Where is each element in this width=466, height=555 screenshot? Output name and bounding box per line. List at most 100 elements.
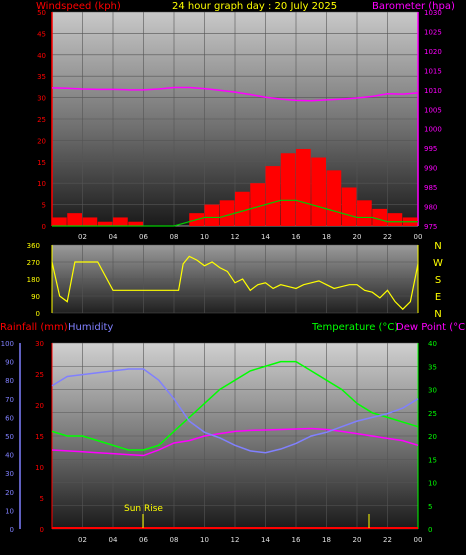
humidity-tick-label: 100 bbox=[1, 340, 14, 348]
direction-tick-label: 270 bbox=[27, 259, 40, 267]
temp-x-tick-label: 22 bbox=[383, 536, 392, 544]
wind-x-tick-label: 00 bbox=[414, 233, 423, 241]
wind-x-tick-label: 14 bbox=[261, 233, 270, 241]
temp-x-tick-label: 20 bbox=[353, 536, 362, 544]
humidity-axis-label: Humidity bbox=[68, 322, 113, 333]
direction-tick-label: 180 bbox=[27, 276, 40, 284]
temperature-line bbox=[51, 360, 419, 451]
wind-tick-label: 35 bbox=[37, 73, 46, 81]
wind-bar bbox=[387, 213, 403, 226]
barometer-tick-label: 990 bbox=[424, 165, 437, 173]
barometer-tick-label: 1020 bbox=[424, 48, 442, 56]
wind-x-tick-label: 22 bbox=[383, 233, 392, 241]
temperature-tick-label: 30 bbox=[428, 387, 437, 395]
wind-tick-label: 40 bbox=[37, 52, 46, 60]
humidity-tick-label: 10 bbox=[5, 507, 14, 515]
wind-tick-label: 30 bbox=[37, 95, 46, 103]
sunrise-annotation: Sun Rise bbox=[124, 504, 163, 514]
temp-x-tick-label: 12 bbox=[231, 536, 240, 544]
rain-tick-label: 15 bbox=[35, 433, 44, 441]
wind-bar bbox=[113, 217, 128, 226]
humidity-tick-label: 70 bbox=[5, 396, 14, 404]
direction-tick-label: 90 bbox=[31, 293, 40, 301]
temperature-axis-label: Temperature (°C) bbox=[311, 322, 398, 333]
humidity-tick-label: 0 bbox=[10, 526, 14, 534]
barometer-tick-label: 1025 bbox=[424, 28, 442, 36]
wind-tick-label: 5 bbox=[42, 202, 46, 210]
humidity-tick-label: 50 bbox=[5, 433, 14, 441]
direction-line bbox=[51, 255, 419, 311]
rain-tick-label: 5 bbox=[40, 495, 44, 503]
temp-x-tick-label: 10 bbox=[200, 536, 209, 544]
barometer-tick-label: 995 bbox=[424, 145, 437, 153]
barometer-axis-label: Barometer (hpa) bbox=[372, 1, 455, 12]
humidity-line bbox=[51, 368, 419, 454]
wind-bar bbox=[52, 217, 67, 226]
rain-tick-label: 25 bbox=[35, 371, 44, 379]
direction-plot bbox=[51, 255, 419, 311]
wind-bar bbox=[326, 170, 342, 226]
temp-x-tick-label: 02 bbox=[78, 536, 87, 544]
temperature-tick-label: 40 bbox=[428, 340, 437, 348]
wind-bar bbox=[372, 208, 387, 226]
temperature-tick-label: 15 bbox=[428, 456, 437, 464]
wind-bar bbox=[311, 157, 326, 226]
temperature-tick-label: 10 bbox=[428, 480, 437, 488]
wind-tick-label: 25 bbox=[37, 116, 46, 124]
wind-tick-label: 50 bbox=[37, 9, 46, 17]
barometer-tick-label: 1000 bbox=[424, 126, 442, 134]
wind-tick-label: 10 bbox=[37, 180, 46, 188]
compass-label: N bbox=[434, 241, 441, 252]
compass-label: E bbox=[435, 292, 441, 303]
compass-label: N bbox=[434, 309, 441, 320]
rain-axis-label: Rainfall (mm) bbox=[0, 322, 68, 333]
humidity-tick-label: 90 bbox=[5, 359, 14, 367]
wind-bar bbox=[357, 200, 372, 226]
wind-average-line bbox=[52, 199, 418, 227]
humidity-tick-label: 40 bbox=[5, 452, 14, 460]
temp-x-tick-label: 18 bbox=[322, 536, 331, 544]
temp-axes: 0 10 20 30 40 50 60 70 80 90 10 00 5 10 15 20 25 30 0 5 10 15… bbox=[1, 340, 437, 544]
wind-bar bbox=[296, 148, 311, 226]
wind-x-tick-label: 12 bbox=[231, 233, 240, 241]
wind-x-tick-label: 18 bbox=[322, 233, 331, 241]
wind-bar bbox=[82, 217, 98, 226]
wind-tick-label: 45 bbox=[37, 30, 46, 38]
dewpoint-axis-label: Dew Point (°C) bbox=[396, 322, 466, 333]
barometer-tick-label: 1015 bbox=[424, 67, 442, 75]
wind-bar bbox=[128, 221, 143, 226]
wind-bar bbox=[280, 153, 296, 226]
barometer-tick-label: 975 bbox=[424, 223, 437, 231]
wind-x-tick-label: 20 bbox=[353, 233, 362, 241]
wind-bar bbox=[250, 183, 265, 226]
barometer-tick-label: 1010 bbox=[424, 87, 442, 95]
temp-x-tick-label: 06 bbox=[139, 536, 148, 544]
wind-bar bbox=[97, 221, 113, 226]
rain-tick-label: 30 bbox=[35, 340, 44, 348]
barometer-line bbox=[51, 86, 419, 102]
temp-x-tick-label: 04 bbox=[109, 536, 118, 544]
direction-grid bbox=[52, 244, 419, 314]
humidity-tick-label: 20 bbox=[5, 489, 14, 497]
humidity-tick-label: 60 bbox=[5, 414, 14, 422]
wind-x-tick-label: 08 bbox=[170, 233, 179, 241]
temp-plot bbox=[51, 360, 419, 529]
wind-bar bbox=[235, 191, 250, 226]
dewpoint-line bbox=[51, 427, 419, 457]
rain-tick-label: 20 bbox=[35, 402, 44, 410]
compass-label: S bbox=[435, 275, 441, 286]
temp-x-tick-label: 00 bbox=[414, 536, 423, 544]
humidity-tick-label: 80 bbox=[5, 377, 14, 385]
compass-label: W bbox=[433, 258, 443, 269]
temperature-tick-label: 35 bbox=[428, 363, 437, 371]
temperature-tick-label: 5 bbox=[428, 503, 432, 511]
humidity-tick-label: 30 bbox=[5, 470, 14, 478]
temperature-tick-label: 20 bbox=[428, 433, 437, 441]
wind-bar bbox=[219, 200, 235, 226]
rain-tick-label: 10 bbox=[35, 464, 44, 472]
barometer-tick-label: 980 bbox=[424, 204, 437, 212]
temperature-tick-label: 0 bbox=[428, 526, 432, 534]
wind-tick-label: 0 bbox=[42, 223, 46, 231]
